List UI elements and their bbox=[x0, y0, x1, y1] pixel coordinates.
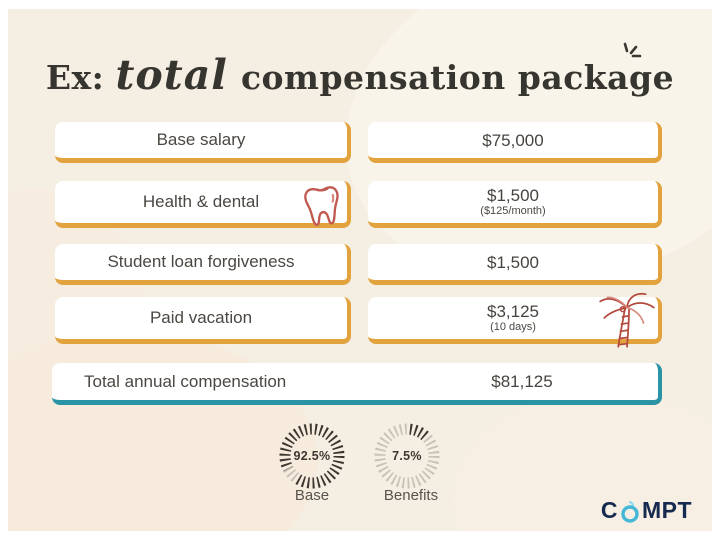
total-label: Total annual compensation bbox=[84, 371, 287, 391]
row-label: Health & dental bbox=[142, 192, 260, 211]
page-title: Ex: total compensation package bbox=[8, 51, 712, 99]
row-label: Base salary bbox=[156, 130, 246, 149]
benefits-percent-value: 7.5% bbox=[392, 449, 422, 463]
row-label: Paid vacation bbox=[149, 308, 253, 327]
row-value: $1,500 bbox=[487, 186, 539, 205]
row-value-paid-vacation: $3,125 (10 days) bbox=[368, 297, 662, 344]
total-value: $81,125 bbox=[491, 372, 553, 391]
total-row: Total annual compensation $81,125 bbox=[52, 363, 662, 405]
row-value: $1,500 bbox=[487, 252, 539, 272]
row-value-health-dental: $1,500 ($125/month) bbox=[368, 181, 662, 228]
row-label-student-loan: Student loan forgiveness bbox=[55, 244, 351, 285]
row-value-base-salary: $75,000 bbox=[368, 122, 662, 163]
row-label-paid-vacation: Paid vacation bbox=[55, 297, 351, 344]
row-value: $3,125 bbox=[487, 302, 539, 321]
title-rest: compensation package bbox=[240, 58, 675, 97]
row-label-base-salary: Base salary bbox=[55, 122, 351, 163]
base-percent-ring bbox=[279, 423, 345, 489]
row-value-sub: (10 days) bbox=[490, 321, 536, 333]
row-value: $75,000 bbox=[482, 130, 544, 150]
row-label: Student loan forgiveness bbox=[107, 252, 295, 271]
row-label-health-dental: Health & dental bbox=[55, 181, 351, 228]
base-percent-value: 92.5% bbox=[293, 449, 331, 463]
benefits-percent-label: Benefits bbox=[383, 487, 439, 504]
row-value-sub: ($125/month) bbox=[480, 205, 546, 217]
compt-logo: C MPT bbox=[601, 497, 692, 524]
infographic-card: Ex: total compensation package Base sala… bbox=[8, 9, 712, 531]
logo-text-before: C bbox=[600, 497, 618, 523]
logo-text-after: MPT bbox=[641, 497, 692, 523]
logo-o-icon bbox=[621, 500, 639, 523]
title-script-word: total bbox=[115, 51, 228, 99]
benefits-percent-ring bbox=[374, 423, 440, 489]
base-percent-label: Base bbox=[294, 487, 330, 504]
row-value-student-loan: $1,500 bbox=[368, 244, 662, 285]
title-prefix: Ex: bbox=[45, 58, 105, 97]
sparkle-icon bbox=[623, 42, 642, 58]
